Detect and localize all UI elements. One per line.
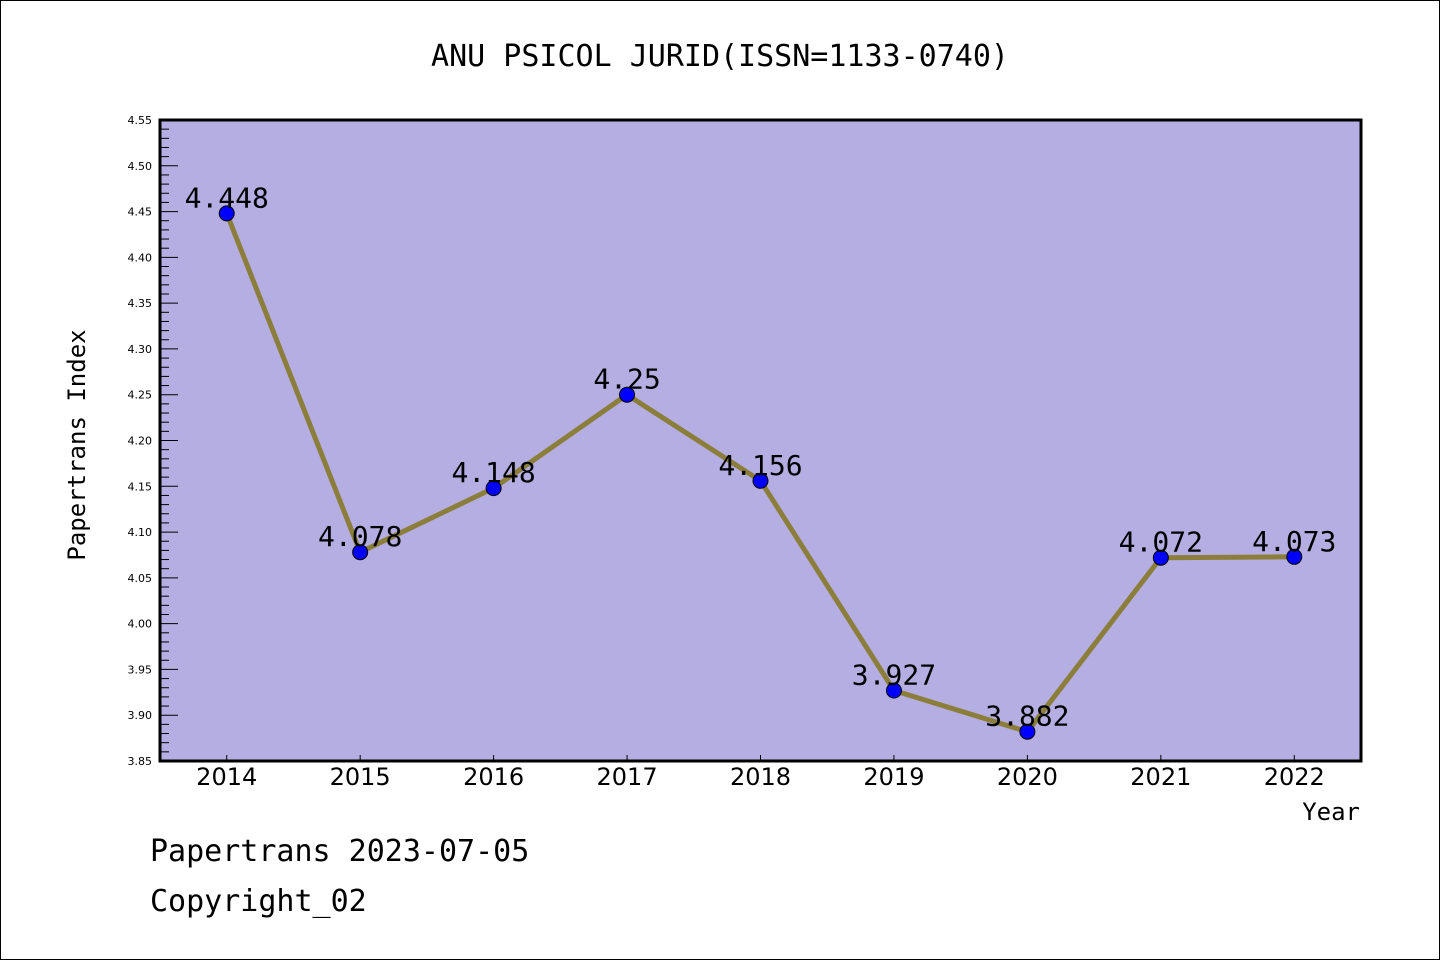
x-tick-label: 2016 bbox=[463, 763, 524, 791]
x-tick-label: 2021 bbox=[1130, 763, 1191, 791]
data-point bbox=[619, 386, 636, 403]
x-tick-label: 2014 bbox=[196, 763, 257, 791]
data-label: 4.25 bbox=[593, 363, 660, 396]
plot-background bbox=[160, 120, 1361, 761]
y-tick-label: 3.95 bbox=[128, 663, 153, 676]
data-point bbox=[1286, 548, 1303, 565]
data-label: 4.156 bbox=[718, 449, 802, 482]
data-point bbox=[352, 544, 369, 561]
data-label: 4.073 bbox=[1252, 525, 1336, 558]
x-tick-label: 2019 bbox=[863, 763, 924, 791]
data-point bbox=[885, 682, 902, 699]
y-tick-label: 4.45 bbox=[128, 206, 153, 219]
y-tick-label: 4.25 bbox=[128, 389, 153, 402]
data-point bbox=[218, 205, 235, 222]
y-tick-label: 4.10 bbox=[128, 526, 153, 539]
data-point bbox=[1019, 723, 1036, 740]
y-tick-label: 4.50 bbox=[128, 160, 153, 173]
x-tick-label: 2018 bbox=[730, 763, 791, 791]
data-point bbox=[1152, 549, 1169, 566]
y-tick-label: 4.05 bbox=[128, 572, 153, 585]
y-tick-label: 4.20 bbox=[128, 435, 153, 448]
data-label: 4.448 bbox=[185, 181, 269, 214]
x-tick-label: 2015 bbox=[330, 763, 391, 791]
y-tick-label: 3.85 bbox=[128, 755, 153, 768]
x-axis-label: Year bbox=[1302, 798, 1360, 826]
y-tick-label: 4.40 bbox=[128, 251, 153, 264]
chart-title: ANU PSICOL JURID(ISSN=1133-0740) bbox=[431, 39, 1009, 74]
footer-copyright: Copyright_02 bbox=[150, 884, 367, 919]
x-tick-label: 2020 bbox=[997, 763, 1058, 791]
data-label: 4.078 bbox=[318, 520, 402, 553]
y-tick-label: 4.55 bbox=[128, 114, 153, 127]
y-axis-label: Papertrans Index bbox=[63, 329, 91, 560]
x-tick-label: 2017 bbox=[597, 763, 658, 791]
x-tick-label: 2022 bbox=[1264, 763, 1325, 791]
y-tick-label: 4.30 bbox=[128, 343, 153, 356]
y-tick-label: 4.35 bbox=[128, 297, 153, 310]
y-tick-label: 4.15 bbox=[128, 480, 153, 493]
data-point bbox=[485, 480, 502, 497]
data-label: 3.927 bbox=[852, 658, 936, 691]
y-tick-label: 4.00 bbox=[128, 618, 153, 631]
data-label: 4.148 bbox=[451, 456, 535, 489]
data-point bbox=[752, 472, 769, 489]
plot-border bbox=[158, 118, 1363, 763]
y-tick-label: 3.90 bbox=[128, 709, 153, 722]
data-label: 4.072 bbox=[1119, 526, 1203, 559]
data-label: 3.882 bbox=[985, 700, 1069, 733]
footer-date: Papertrans 2023-07-05 bbox=[150, 834, 530, 869]
